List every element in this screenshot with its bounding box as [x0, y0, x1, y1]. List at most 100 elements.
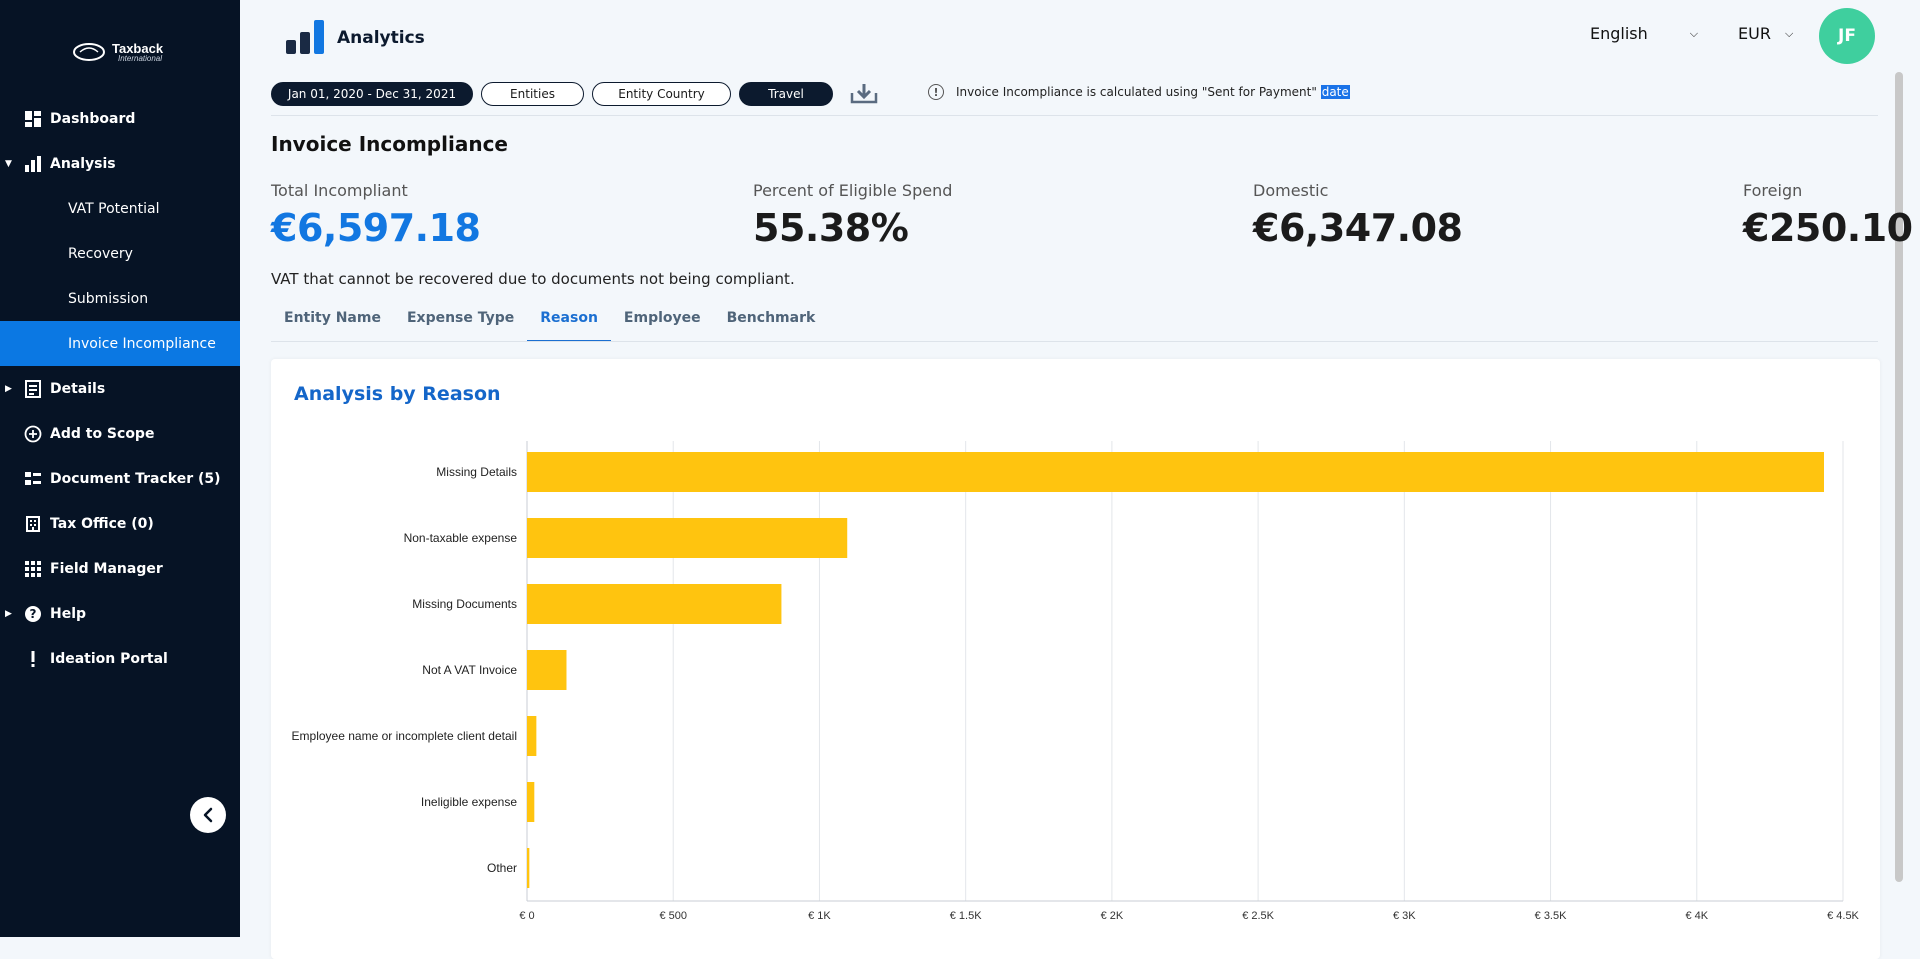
sidebar-item-label: VAT Potential	[68, 200, 160, 217]
sidebar-item-label: Dashboard	[50, 110, 136, 127]
metric-total-incompliant: Total Incompliant €6,597.18	[271, 181, 481, 250]
sidebar-item-ideation-portal[interactable]: Ideation Portal	[0, 636, 240, 681]
chevron-down-icon: ⌵	[1784, 26, 1794, 40]
sidebar-item-analysis[interactable]: ▼ Analysis	[0, 141, 240, 186]
sidebar-item-label: Recovery	[68, 245, 133, 262]
chevron-left-icon	[203, 807, 213, 823]
tab-entity-name[interactable]: Entity Name	[284, 310, 381, 326]
tab-bar: Entity Name Expense Type Reason Employee…	[271, 310, 828, 342]
sidebar-nav: Dashboard ▼ Analysis VAT Potential Recov…	[0, 96, 240, 681]
sidebar-item-label: Analysis	[50, 155, 116, 172]
sidebar-item-document-tracker[interactable]: Document Tracker (5)	[0, 456, 240, 501]
x-tick-label: € 1.5K	[950, 910, 982, 922]
sidebar-item-invoice-incompliance[interactable]: Invoice Incompliance	[0, 321, 240, 366]
document-list-icon	[24, 379, 42, 398]
exclamation-icon	[24, 650, 42, 668]
bar	[527, 650, 567, 690]
x-tick-label: € 500	[659, 910, 687, 922]
category-label: Ineligible expense	[421, 795, 517, 809]
tracker-icon	[24, 470, 42, 488]
sidebar-item-submission[interactable]: Submission	[0, 276, 240, 321]
category-label: Missing Documents	[412, 597, 517, 611]
sidebar-item-label: Invoice Incompliance	[68, 335, 216, 352]
tab-expense-type[interactable]: Expense Type	[406, 310, 515, 326]
metric-domestic: Domestic €6,347.08	[1253, 181, 1463, 250]
sidebar-item-label: Field Manager	[50, 560, 163, 577]
download-icon[interactable]	[849, 83, 879, 105]
date-range-filter[interactable]: Jan 01, 2020 - Dec 31, 2021	[271, 82, 473, 106]
info-note: ! Invoice Incompliance is calculated usi…	[928, 84, 1350, 100]
x-tick-label: € 2.5K	[1242, 910, 1274, 922]
sidebar-item-label: Document Tracker (5)	[50, 470, 221, 487]
sidebar-item-label: Ideation Portal	[50, 650, 168, 667]
metric-label: Percent of Eligible Spend	[753, 181, 953, 200]
info-text: Invoice Incompliance is calculated using…	[956, 85, 1317, 99]
bar	[527, 452, 1824, 492]
entities-filter[interactable]: Entities	[481, 82, 584, 106]
category-label: Employee name or incomplete client detai…	[292, 729, 517, 743]
sidebar-item-label: Details	[50, 380, 106, 397]
sidebar-item-dashboard[interactable]: Dashboard	[0, 96, 240, 141]
x-tick-label: € 2K	[1101, 910, 1124, 922]
sidebar-item-vat-potential[interactable]: VAT Potential	[0, 186, 240, 231]
entity-country-filter[interactable]: Entity Country	[592, 82, 731, 106]
x-tick-label: € 0	[519, 910, 534, 922]
bar	[527, 518, 848, 558]
metric-label: Foreign	[1743, 181, 1803, 200]
help-icon: ?	[24, 605, 42, 623]
bar	[527, 848, 530, 888]
category-label: Non-taxable expense	[404, 531, 518, 545]
avatar[interactable]: JF	[1819, 8, 1875, 64]
sidebar-item-label: Submission	[68, 290, 149, 307]
language-select[interactable]: English ⌵	[1590, 24, 1698, 43]
tab-benchmark[interactable]: Benchmark	[726, 310, 816, 326]
app-title: Analytics	[337, 28, 425, 48]
tabs-divider	[271, 341, 1878, 342]
currency-value: EUR	[1738, 24, 1771, 43]
tab-reason[interactable]: Reason	[527, 310, 611, 342]
sidebar-item-help[interactable]: ▶ ? Help	[0, 591, 240, 636]
metric-value: 55.38%	[753, 206, 909, 250]
bar-chart-icon	[24, 155, 42, 173]
sidebar-item-recovery[interactable]: Recovery	[0, 231, 240, 276]
sidebar-item-add-to-scope[interactable]: Add to Scope	[0, 411, 240, 456]
plus-circle-icon	[24, 425, 42, 443]
sidebar-item-details[interactable]: ▶ Details	[0, 366, 240, 411]
x-tick-label: € 3.5K	[1535, 910, 1567, 922]
metric-value: €6,597.18	[271, 206, 481, 250]
building-icon	[24, 515, 42, 533]
metric-value: €6,347.08	[1253, 206, 1463, 250]
metric-label: Total Incompliant	[271, 181, 408, 200]
sidebar-item-tax-office[interactable]: Tax Office (0)	[0, 501, 240, 546]
page-title: Invoice Incompliance	[271, 132, 508, 156]
analytics-icon	[286, 20, 324, 54]
page-description: VAT that cannot be recovered due to docu…	[271, 270, 795, 288]
logo-name: Taxback	[112, 40, 164, 56]
bar	[527, 716, 537, 756]
taxback-logo[interactable]: Taxback International	[72, 36, 163, 68]
reason-bar-chart: € 0 € 500 € 1K € 1.5K € 2K € 2.5K € 3K € 3.5K € …	[292, 441, 1860, 922]
sidebar: Taxback International Dashboard ▼ Analys…	[0, 0, 240, 937]
top-header: Analytics English ⌵ EUR ⌵ JF	[240, 0, 1920, 72]
caret-down-icon: ▼	[5, 158, 12, 169]
x-tick-label: € 1K	[808, 910, 831, 922]
metric-foreign: Foreign €250.10	[1743, 181, 1913, 250]
currency-select[interactable]: EUR ⌵	[1738, 24, 1793, 43]
bar	[527, 584, 782, 624]
scrollbar[interactable]	[1895, 72, 1903, 882]
info-icon: !	[928, 84, 944, 100]
category-label: Not A VAT Invoice	[422, 663, 517, 677]
info-highlight: date	[1320, 85, 1350, 99]
sidebar-item-label: Add to Scope	[50, 425, 155, 442]
sidebar-item-field-manager[interactable]: Field Manager	[0, 546, 240, 591]
metric-label: Domestic	[1253, 181, 1329, 200]
x-tick-label: € 4.5K	[1827, 910, 1859, 922]
sidebar-item-label: Tax Office (0)	[50, 515, 154, 532]
bar	[527, 782, 535, 822]
tab-employee[interactable]: Employee	[623, 310, 701, 326]
travel-filter[interactable]: Travel	[739, 82, 833, 106]
logo-subtitle: International	[118, 53, 163, 63]
metric-percent-eligible: Percent of Eligible Spend 55.38%	[753, 181, 952, 250]
collapse-sidebar-button[interactable]	[190, 797, 226, 833]
grid-icon	[24, 560, 42, 578]
